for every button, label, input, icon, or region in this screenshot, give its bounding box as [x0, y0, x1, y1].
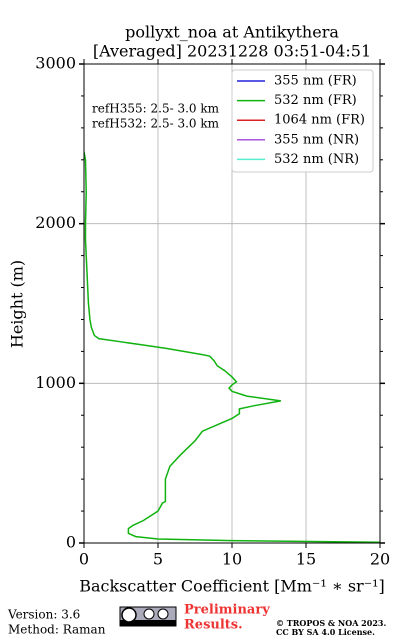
x-tick-label: 20 [370, 550, 390, 569]
y-tick-label: 2000 [35, 213, 76, 232]
y-tick-label: 1000 [35, 373, 76, 392]
y-axis-label: Height (m) [8, 260, 27, 348]
legend-label: 355 nm (NR) [274, 132, 359, 147]
legend-label: 355 nm (FR) [274, 74, 357, 89]
plot-area [84, 151, 380, 543]
x-tick-label: 5 [153, 550, 163, 569]
legend-label: 1064 nm (FR) [274, 113, 365, 128]
legend-label: 532 nm (FR) [274, 93, 357, 108]
copyright: CC BY SA 4.0 License. [276, 627, 375, 637]
x-tick-label: 15 [296, 550, 316, 569]
x-axis-label: Backscatter Coefficient [Mm⁻¹ ∗ sr⁻¹] [79, 577, 385, 596]
annotation: refH532: 2.5- 3.0 km [92, 117, 220, 131]
legend-box [231, 69, 374, 173]
profile-line [84, 151, 380, 543]
preliminary: Preliminary [184, 603, 270, 618]
version: Version: 3.6 [7, 608, 80, 622]
legend-label: 532 nm (NR) [274, 152, 359, 167]
plot-frame [83, 63, 381, 544]
y-tick-label: 0 [66, 533, 76, 552]
x-tick-label: 10 [222, 550, 242, 569]
x-tick-label: 0 [79, 550, 89, 569]
annotation: refH355: 2.5- 3.0 km [92, 102, 220, 116]
copyright: © TROPOS & NOA 2023. [276, 618, 386, 628]
chart-title: pollyxt_noa at Antikythera [125, 23, 339, 42]
cc-badge [119, 606, 177, 627]
chart-title: [Averaged] 20231228 03:51-04:51 [93, 42, 371, 61]
method: Method: Raman [8, 623, 106, 637]
y-tick-label: 3000 [35, 54, 76, 73]
preliminary: Results. [184, 618, 243, 633]
